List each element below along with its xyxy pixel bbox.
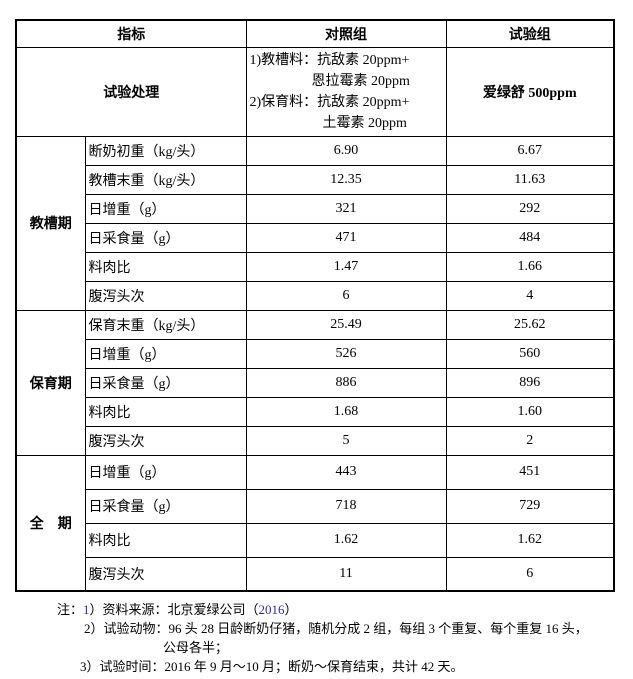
treatment-control-cell: 1)教槽料：抗敌素 20ppm+ 恩拉霉素 20ppm 2)保育料：抗敌素 20… — [245, 46, 447, 137]
indicator-label: 日采食量（g） — [84, 222, 247, 253]
header-control-group: 对照组 — [245, 19, 447, 48]
control-value: 443 — [245, 454, 447, 490]
control-value: 25.49 — [245, 309, 447, 340]
table-row: 日采食量（g） 886 896 — [16, 367, 615, 398]
test-value: 25.62 — [445, 309, 615, 340]
test-value: 560 — [445, 338, 615, 369]
indicator-label: 日增重（g） — [84, 338, 247, 369]
note-2-continued: 公母各半； — [163, 640, 229, 655]
note-1: 注：1）资料来源：北京爱绿公司（2016） — [0, 600, 633, 619]
indicator-label: 腹泻头次 — [84, 280, 247, 311]
treatment-test-cell: 爱绿舒 500ppm — [445, 46, 615, 137]
control-value: 1.47 — [245, 251, 447, 282]
control-value: 471 — [245, 222, 447, 253]
indicator-label: 日采食量（g） — [84, 488, 247, 524]
treatment-control-line-4: 土霉素 20ppm — [322, 115, 407, 131]
indicator-label: 料肉比 — [84, 522, 247, 558]
indicator-label: 日增重（g） — [84, 454, 247, 490]
test-value: 1.66 — [445, 251, 615, 282]
header-test-group: 试验组 — [445, 19, 615, 48]
table-row: 全 期 日增重（g） 443 451 — [15, 454, 615, 592]
test-value: 292 — [445, 193, 615, 224]
indicator-label: 料肉比 — [84, 251, 247, 282]
table-row: 料肉比 1.47 1.66 — [16, 251, 615, 282]
control-value: 5 — [245, 425, 447, 456]
note-1-year: 2016 — [258, 602, 285, 617]
control-value: 886 — [245, 367, 447, 398]
table-header-row: 指标 对照组 试验组 — [15, 19, 615, 48]
treatment-control-line-2: 恩拉霉素 20ppm — [311, 73, 410, 89]
test-value: 729 — [445, 488, 615, 524]
control-value: 526 — [245, 338, 447, 369]
table-row: 教槽末重（kg/头） 12.35 11.63 — [16, 164, 615, 195]
table-row: 料肉比 1.62 1.62 — [16, 522, 615, 558]
control-value: 6 — [245, 280, 447, 311]
indicator-label: 料肉比 — [84, 396, 247, 427]
indicator-label: 教槽末重（kg/头） — [84, 164, 247, 195]
table-row: 料肉比 1.68 1.60 — [16, 396, 615, 427]
treatment-control-line-1: 1)教槽料：抗敌素 20ppm+ — [249, 52, 410, 68]
treatment-control-line-3: 2)保育料：抗敌素 20ppm+ — [249, 94, 410, 110]
table-row: 保育期 保育末重（kg/头） 25.49 25.62 — [15, 309, 615, 456]
note-1-text: ）资料来源：北京爱绿公司（ — [89, 602, 259, 617]
table-row: 教槽期 断奶初重（kg/头） 6.90 6.67 — [15, 135, 615, 311]
treatment-label: 试验处理 — [15, 46, 247, 137]
indicator-label: 断奶初重（kg/头） — [84, 135, 247, 166]
group-label-creep-period: 教槽期 — [15, 135, 86, 311]
table-row: 日采食量（g） 471 484 — [16, 222, 615, 253]
test-value: 1.62 — [445, 522, 615, 558]
trial-results-table: 指标 对照组 试验组 试验处理 1)教槽料：抗敌素 20ppm+ 恩拉霉素 20… — [15, 19, 615, 592]
test-value: 484 — [445, 222, 615, 253]
note-1-prefix: 注： — [57, 602, 84, 617]
indicator-label: 腹泻头次 — [84, 425, 247, 456]
control-value: 718 — [245, 488, 447, 524]
table-row: 腹泻头次 6 4 — [16, 280, 615, 311]
indicator-label: 保育末重（kg/头） — [84, 309, 247, 340]
indicator-label: 日增重（g） — [84, 193, 247, 224]
control-value: 6.90 — [245, 135, 447, 166]
group-label-whole-period: 全 期 — [15, 454, 86, 592]
test-value: 11.63 — [445, 164, 615, 195]
test-value: 6.67 — [445, 135, 615, 166]
test-value: 1.60 — [445, 396, 615, 427]
note-1-number: 1 — [83, 602, 90, 617]
table-row: 腹泻头次 5 2 — [16, 425, 615, 456]
control-value: 11 — [245, 556, 447, 592]
footnotes: 注：1）资料来源：北京爱绿公司（2016） 2）试验动物：96 头 28 日龄断… — [0, 600, 633, 676]
indicator-label: 腹泻头次 — [84, 556, 247, 592]
note-2: 2）试验动物：96 头 28 日龄断奶仔猪，随机分成 2 组，每组 3 个重复、… — [84, 621, 588, 636]
test-value: 2 — [445, 425, 615, 456]
test-value: 4 — [445, 280, 615, 311]
table-row: 日增重（g） 321 292 — [16, 193, 615, 224]
test-value: 6 — [445, 556, 615, 592]
indicator-label: 日采食量（g） — [84, 367, 247, 398]
note-3: 3）试验时间：2016 年 9 月～10 月；断奶～保育结束，共计 42 天。 — [80, 659, 464, 674]
control-value: 321 — [245, 193, 447, 224]
control-value: 12.35 — [245, 164, 447, 195]
treatment-row: 试验处理 1)教槽料：抗敌素 20ppm+ 恩拉霉素 20ppm 2)保育料：抗… — [15, 46, 615, 137]
note-1-suffix: ） — [284, 602, 298, 617]
table-row: 日采食量（g） 718 729 — [16, 488, 615, 524]
group-label-nursery-period: 保育期 — [15, 309, 86, 456]
test-value: 451 — [445, 454, 615, 490]
table-row: 腹泻头次 11 6 — [16, 556, 615, 592]
test-value: 896 — [445, 367, 615, 398]
control-value: 1.62 — [245, 522, 447, 558]
control-value: 1.68 — [245, 396, 447, 427]
table-row: 日增重（g） 526 560 — [16, 338, 615, 369]
header-indicator: 指标 — [15, 19, 247, 48]
